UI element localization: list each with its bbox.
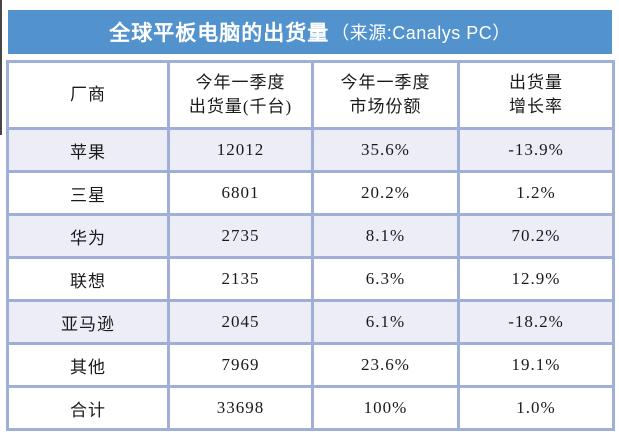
cell-vendor: 其他 (6, 342, 170, 388)
column-header-shipments: 今年一季度 出货量(千台) (167, 60, 314, 130)
cell-growth: 12.9% (457, 256, 615, 302)
cell-share: 23.6% (311, 342, 460, 388)
table-row-其他: 其他 7969 23.6% 19.1% (6, 342, 615, 388)
cell-growth: 19.1% (457, 342, 615, 388)
header-row: 厂商 今年一季度 出货量(千台) 今年一季度 市场份额 出货量 增长率 (6, 60, 615, 130)
cell-shipments: 2135 (167, 256, 314, 302)
title-source: （来源:Canalys PC） (331, 23, 511, 43)
cell-vendor: 华为 (6, 213, 170, 259)
shipment-table: 厂商 今年一季度 出货量(千台) 今年一季度 市场份额 出货量 增长率 苹果 12012 35.… (6, 60, 615, 431)
column-header-share: 今年一季度 市场份额 (311, 60, 460, 130)
cell-shipments: 6801 (167, 170, 314, 216)
cell-shipments: 2045 (167, 299, 314, 345)
table-row-联想: 联想 2135 6.3% 12.9% (6, 256, 615, 302)
cell-share: 35.6% (311, 127, 460, 173)
cell-vendor: 三星 (6, 170, 170, 216)
cell-growth: 1.0% (457, 385, 615, 431)
table-row-合计: 合计 33698 100% 1.0% (6, 385, 615, 431)
table-row-三星: 三星 6801 20.2% 1.2% (6, 170, 615, 216)
cell-share: 20.2% (311, 170, 460, 216)
table-body: 苹果 12012 35.6% -13.9% 三星 6801 20.2% 1.2% 华为 2735 8… (6, 127, 615, 431)
cell-shipments: 7969 (167, 342, 314, 388)
cell-share: 6.3% (311, 256, 460, 302)
cell-vendor: 合计 (6, 385, 170, 431)
cell-shipments: 2735 (167, 213, 314, 259)
table-row-亚马逊: 亚马逊 2045 6.1% -18.2% (6, 299, 615, 345)
column-header-vendor: 厂商 (6, 60, 170, 130)
cell-vendor: 苹果 (6, 127, 170, 173)
column-header-growth: 出货量 增长率 (457, 60, 615, 130)
cell-growth: -18.2% (457, 299, 615, 345)
cell-vendor: 联想 (6, 256, 170, 302)
table-header: 厂商 今年一季度 出货量(千台) 今年一季度 市场份额 出货量 增长率 (6, 60, 615, 130)
cell-growth: 70.2% (457, 213, 615, 259)
cell-share: 8.1% (311, 213, 460, 259)
window-edge-line (0, 0, 2, 135)
cell-shipments: 12012 (167, 127, 314, 173)
page-title: 全球平板电脑的出货量 (109, 21, 330, 45)
cell-growth: -13.9% (457, 127, 615, 173)
cell-shipments: 33698 (167, 385, 314, 431)
title-bar: 全球平板电脑的出货量 （来源:Canalys PC） (8, 10, 612, 54)
cell-growth: 1.2% (457, 170, 615, 216)
cell-share: 6.1% (311, 299, 460, 345)
cell-share: 100% (311, 385, 460, 431)
table-row-华为: 华为 2735 8.1% 70.2% (6, 213, 615, 259)
cell-vendor: 亚马逊 (6, 299, 170, 345)
table-row-苹果: 苹果 12012 35.6% -13.9% (6, 127, 615, 173)
